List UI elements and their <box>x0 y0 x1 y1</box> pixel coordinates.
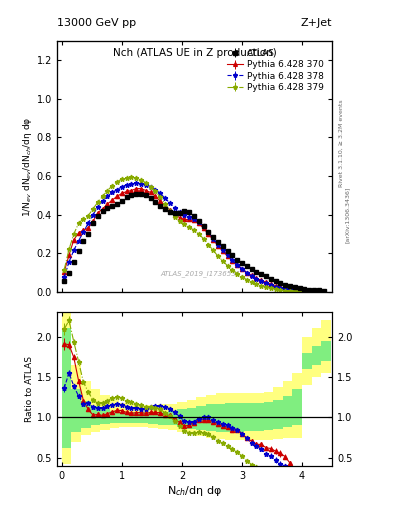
X-axis label: N$_{ch}$/dη dφ: N$_{ch}$/dη dφ <box>167 483 222 498</box>
Text: [arXiv:1306.3436]: [arXiv:1306.3436] <box>345 187 350 243</box>
Text: Z+Jet: Z+Jet <box>301 18 332 28</box>
Y-axis label: Ratio to ATLAS: Ratio to ATLAS <box>25 356 34 422</box>
Text: Nch (ATLAS UE in Z production): Nch (ATLAS UE in Z production) <box>113 49 276 58</box>
Text: 13000 GeV pp: 13000 GeV pp <box>57 18 136 28</box>
Legend: ATLAS, Pythia 6.428 370, Pythia 6.428 378, Pythia 6.428 379: ATLAS, Pythia 6.428 370, Pythia 6.428 37… <box>224 46 328 95</box>
Text: Rivet 3.1.10, ≥ 3.2M events: Rivet 3.1.10, ≥ 3.2M events <box>339 99 344 187</box>
Y-axis label: 1/N$_{ev}$ dN$_{ev}$/dN$_{ch}$/dη dφ: 1/N$_{ev}$ dN$_{ev}$/dN$_{ch}$/dη dφ <box>21 116 34 217</box>
Text: ATLAS_2019_I1736531: ATLAS_2019_I1736531 <box>160 270 240 277</box>
